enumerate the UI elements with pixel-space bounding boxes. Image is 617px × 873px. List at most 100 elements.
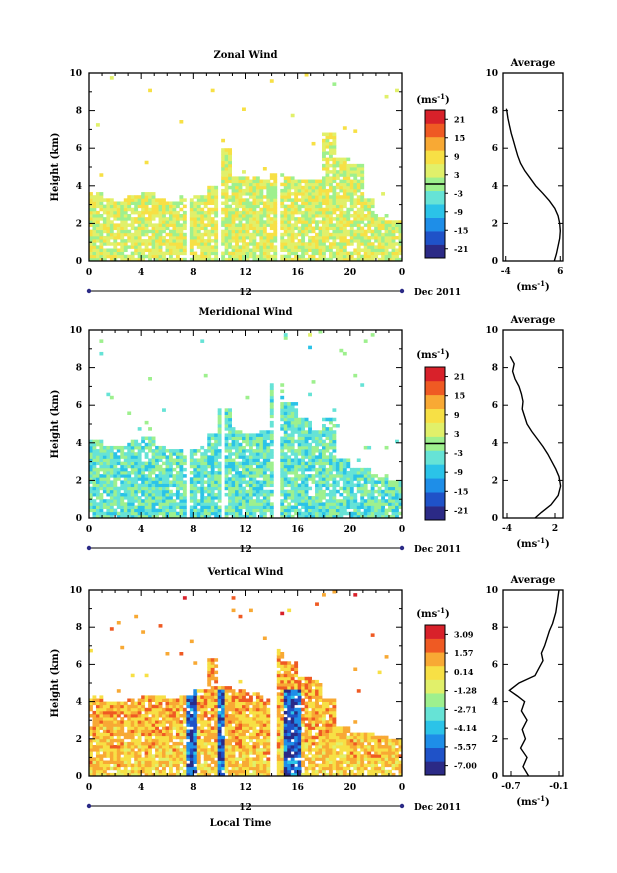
heatmap-cell [175,464,180,469]
heatmap-cell [245,210,250,215]
heatmap-cell [210,251,215,256]
heatmap-cell [168,217,173,221]
heatmap-cell [148,748,152,752]
heatmap-cell [186,698,191,702]
heatmap-cell [89,492,93,497]
heatmap-cell [189,723,194,727]
heatmap-cell [294,439,299,444]
heatmap-cell [370,502,375,506]
heatmap-cell [207,732,212,737]
heatmap-cell [162,486,166,491]
heatmap-cell [259,242,264,246]
heatmap-cell [360,248,365,252]
heatmap-cell [89,442,93,447]
heatmap-cell [224,427,229,431]
heatmap-cell [196,226,201,231]
heatmap-cell [342,195,347,199]
heatmap-cell [109,452,114,456]
heatmap-cell [127,452,132,456]
heatmap-cell [162,239,166,243]
heatmap-cell [144,492,149,497]
heatmap-cell [255,492,260,497]
heatmap-cell [137,701,142,706]
heatmap-cell [332,508,337,513]
heatmap-cell [203,732,208,737]
heatmap-cell [221,254,226,259]
heatmap-cell [322,248,326,252]
heatmap-cell [301,449,306,453]
heatmap-cell [207,661,212,665]
heatmap-cell [158,486,163,491]
heatmap-cell [162,461,166,466]
heatmap-cell [109,726,114,730]
heatmap-cell [155,754,159,758]
heatmap-cell [151,763,156,768]
heatmap-cell [123,707,128,712]
heatmap-cell [235,439,239,444]
heatmap-cell [315,445,319,450]
heatmap-cell [134,483,139,488]
heatmap-cell [123,769,128,774]
heatmap-cell [374,499,379,503]
heatmap-cell [280,464,285,469]
heatmap-cell [134,760,139,764]
heatmap-cell [328,458,333,462]
heatmap-cell [92,769,97,774]
heatmap-cell [151,442,156,447]
heatmap-cell [102,483,107,488]
heatmap-cell [370,214,375,218]
heatmap-cell [175,223,180,227]
heatmap-cell [123,223,128,227]
heatmap-cell [221,188,226,193]
heatmap-cell [203,461,208,466]
heatmap-cell [391,505,396,509]
heatmap-cell [113,254,118,259]
heatmap-cell [269,207,274,212]
heatmap-cell [322,138,326,143]
heatmap-cell [172,760,177,764]
heatmap-cell [235,442,239,447]
heatmap-cell [127,508,132,513]
heatmap-cell [120,204,125,209]
heatmap-cell [182,502,187,506]
heatmap-cell [238,430,243,434]
heatmap-cell [342,160,347,165]
heatmap-cell [311,254,316,259]
heatmap-cell [381,235,386,240]
heatmap-cell [217,424,222,428]
heatmap-cell [353,511,358,516]
heatmap-cell [311,204,316,209]
heatmap-cell [356,179,361,184]
heatmap-cell [148,242,152,246]
heatmap-cell [137,195,142,199]
heatmap-cell [137,496,142,500]
heatmap-cell [370,492,375,497]
heatmap-cell [332,167,337,171]
heatmap-cell [287,210,292,215]
heatmap-cell [301,489,306,494]
heatmap-cell [127,489,132,494]
heatmap-cell [325,167,330,171]
heatmap-cell [196,689,201,693]
heatmap-cell [255,232,260,237]
heatmap-cell [287,198,292,202]
heatmap-cell [144,474,149,478]
heatmap-cell [151,464,156,469]
heatmap-cell [255,182,260,187]
heatmap-cell [335,502,340,506]
heatmap-cell [141,763,146,768]
heatmap-cell [280,242,285,246]
heatmap-cell [318,254,323,259]
heatmap-cell [301,486,306,491]
heatmap-cell [325,170,330,174]
heatmap-cell [322,154,326,158]
heatmap-cell [116,763,121,768]
heatmap-cell [89,445,93,450]
heatmap-cell [332,477,337,481]
heatmap-cell [224,185,229,190]
heatmap-cell [262,245,267,249]
heatmap-cell [231,257,236,262]
heatmap-cell [269,386,274,390]
heatmap-cell [148,427,152,431]
heatmap-cell [349,467,354,472]
